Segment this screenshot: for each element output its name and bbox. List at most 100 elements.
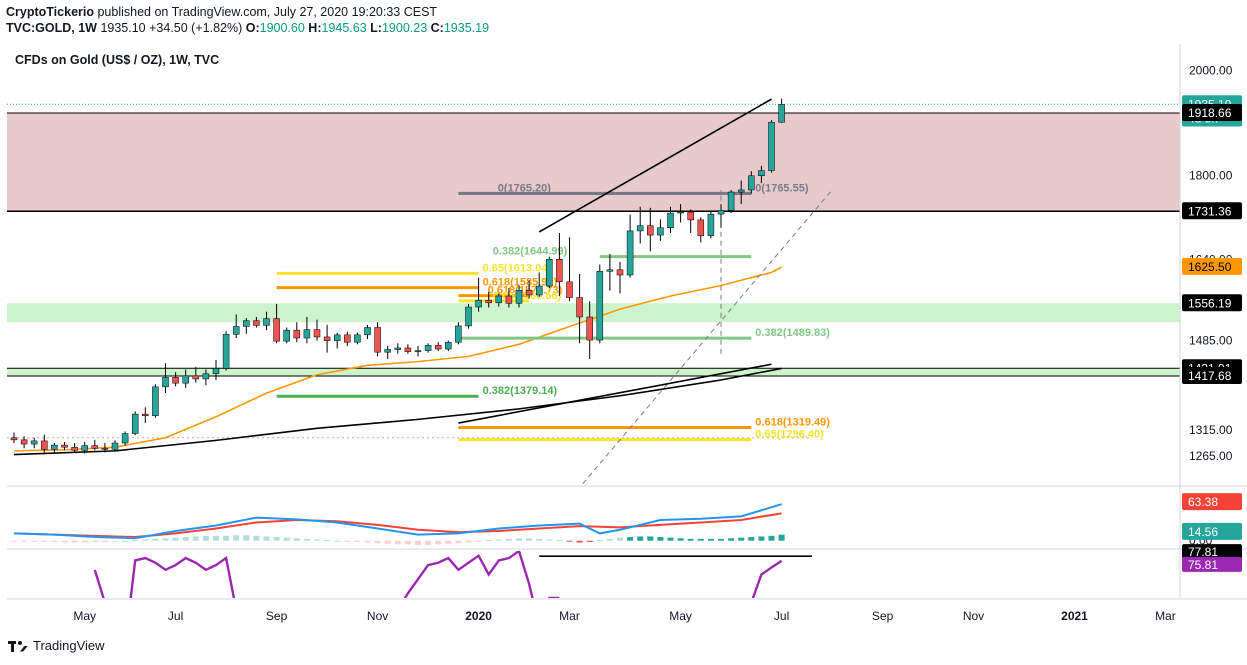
- fib-level-label: 0.618(1319.49): [755, 417, 830, 429]
- candle: [202, 369, 210, 386]
- candle-body: [374, 327, 381, 353]
- candle: [475, 277, 482, 312]
- candle: [384, 345, 391, 359]
- x-tick-label: May: [669, 609, 692, 623]
- macd-value-bg: [1182, 522, 1242, 540]
- candle: [687, 209, 694, 233]
- candle: [707, 212, 715, 239]
- macd-value-label: 14.56: [1182, 522, 1242, 540]
- candle: [727, 189, 735, 214]
- fib-level-label: 0.65(1296.40): [755, 429, 824, 441]
- close-value: 1935.19: [443, 21, 490, 35]
- candle-body: [778, 104, 785, 123]
- candle-body: [384, 349, 391, 353]
- candle: [647, 207, 654, 252]
- price-label: 1918.66: [1182, 103, 1242, 121]
- candle: [142, 407, 149, 424]
- price-label-bg: [1182, 257, 1242, 275]
- macd-hist-bar: [718, 538, 724, 541]
- candle: [212, 360, 220, 380]
- price-label-bg: [1182, 202, 1242, 220]
- high-value: 1945.63: [321, 21, 367, 35]
- candle-body: [404, 347, 412, 352]
- price-label-text: 1556.19: [1188, 296, 1232, 310]
- candle: [222, 331, 230, 371]
- x-tick-label: Sep: [872, 609, 894, 623]
- macd-hist-bar: [617, 537, 623, 541]
- open-label: O:: [245, 21, 260, 35]
- macd-hist-bar: [152, 538, 159, 541]
- candle: [737, 180, 745, 205]
- fib-level-label: 0.382(1489.83): [755, 327, 830, 339]
- macd-hist-bar: [425, 540, 432, 545]
- macd-hist-bar: [637, 536, 644, 541]
- symbol-label[interactable]: TVC:GOLD, 1W: [6, 21, 97, 35]
- chart-header: CryptoTickerio published on TradingView.…: [6, 4, 489, 36]
- macd-hist-bar: [132, 540, 139, 542]
- macd-hist-bar: [273, 537, 280, 541]
- candle: [515, 285, 523, 308]
- y-tick-label: 1315.00: [1189, 423, 1233, 437]
- macd-hist-bar: [61, 540, 68, 542]
- candle: [263, 311, 270, 331]
- macd-hist-bar: [677, 538, 684, 541]
- price-label-bg: [1182, 366, 1242, 384]
- candle: [535, 272, 543, 298]
- y-tick-label: 1265.00: [1189, 449, 1233, 463]
- macd-hist-bar: [223, 535, 230, 541]
- open-value: 1900.60: [259, 21, 305, 35]
- candle-body: [616, 269, 624, 276]
- macd-hist-bar: [394, 540, 401, 545]
- macd-value-label: 63.38: [1182, 493, 1242, 511]
- candle: [364, 324, 371, 340]
- candle: [626, 214, 634, 278]
- candle-body: [303, 329, 311, 339]
- rsi-line: [403, 551, 560, 598]
- macd-hist-bar: [606, 538, 613, 541]
- macd-hist-bar: [495, 539, 502, 541]
- rsi-value-text: 77.81: [1188, 545, 1218, 559]
- macd-hist-bar: [647, 536, 654, 541]
- candle: [253, 317, 260, 328]
- macd-hist-bar: [404, 540, 411, 545]
- macd-hist-bar: [192, 536, 199, 541]
- footer-brand[interactable]: TradingView: [33, 638, 105, 653]
- macd-hist-bar: [667, 537, 674, 541]
- author-name[interactable]: CryptoTickerio: [6, 5, 94, 19]
- candle-body: [414, 350, 422, 352]
- rsi-value-bg: [1182, 544, 1242, 560]
- low-value: 1900.23: [381, 21, 428, 35]
- macd-hist-bar: [627, 537, 634, 541]
- candle: [768, 120, 775, 173]
- candle: [606, 254, 614, 291]
- zone-resistance-0: [7, 112, 1180, 212]
- macd-hist-bar: [566, 540, 573, 542]
- y-tick-label: 1800.00: [1189, 168, 1233, 182]
- candle-body: [707, 213, 715, 236]
- macd-hist-bar: [758, 536, 765, 541]
- close-label: C:: [430, 21, 444, 35]
- candle-body: [737, 189, 745, 193]
- price-label: 1417.68: [1182, 366, 1242, 384]
- candle: [81, 441, 88, 454]
- candle-body: [424, 345, 432, 351]
- macd-hist-bar: [354, 540, 361, 542]
- candle-body: [121, 433, 129, 444]
- candle: [344, 331, 351, 346]
- fib-level-label: 0.618(1570.73): [488, 285, 563, 297]
- macd-hist-bar: [21, 540, 28, 542]
- candle-body: [152, 386, 159, 416]
- rsi-line: [93, 556, 236, 598]
- macd-hist-bar: [445, 540, 452, 544]
- tradingview-logo-icon: [8, 639, 28, 653]
- rsi-value-label: 75.81: [1182, 556, 1242, 572]
- candle: [758, 165, 765, 184]
- macd-hist-bar: [415, 540, 421, 545]
- macd-main-line: [13, 503, 782, 540]
- macd-hist-bar: [101, 540, 108, 542]
- candle: [778, 98, 785, 123]
- candle-body: [606, 269, 614, 272]
- candle: [313, 319, 321, 341]
- candle: [30, 437, 38, 449]
